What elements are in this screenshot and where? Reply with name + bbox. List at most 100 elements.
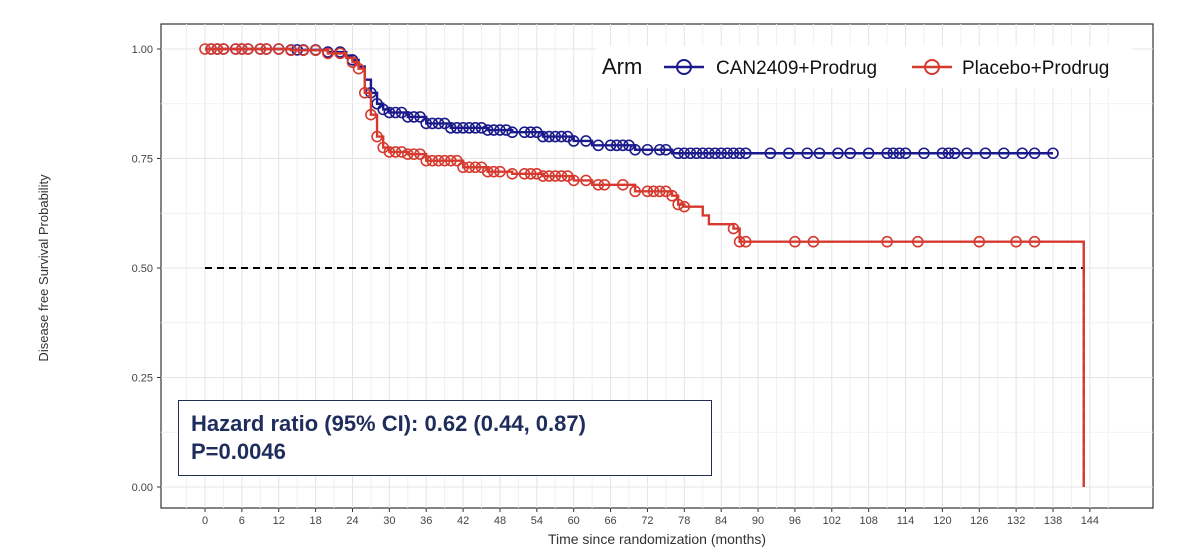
censor-marker-placebo: [672, 198, 684, 211]
censor-marker-can2409: [537, 130, 549, 143]
censor-marker-can2409: [451, 122, 463, 134]
censor-marker-can2409: [549, 130, 562, 143]
censor-marker-can2409: [844, 147, 857, 160]
legend-label-can2409: CAN2409+Prodrug: [716, 58, 877, 79]
censor-marker-placebo: [211, 43, 224, 55]
y-tick-label: 1.00: [132, 44, 153, 56]
censor-marker-can2409: [942, 147, 955, 160]
censor-marker-can2409: [721, 147, 734, 160]
censor-marker-can2409: [660, 143, 672, 156]
censor-marker-placebo: [481, 165, 494, 178]
legend-swatch-can2409-marker: [676, 59, 692, 75]
x-tick-label: 0: [202, 515, 208, 527]
censor-marker-can2409: [881, 147, 893, 160]
censor-marker-placebo: [647, 185, 660, 198]
censor-marker-placebo: [457, 161, 469, 174]
censor-marker-can2409: [592, 139, 605, 152]
axes: 0 6 12 18 24 30 36 42 48 54 60 66 72 78 84 90 96 102 108 11…: [132, 44, 1099, 527]
censor-marker-placebo: [297, 44, 310, 57]
censor-marker-can2409: [444, 122, 457, 134]
censor-marker-placebo: [272, 43, 285, 55]
censor-marker-can2409: [813, 147, 826, 160]
censor-marker-placebo: [469, 161, 482, 174]
legend-title: Arm: [602, 54, 642, 79]
censor-marker-placebo: [309, 44, 322, 57]
censor-marker-can2409: [604, 139, 617, 152]
censor-marker-can2409: [801, 147, 814, 160]
censor-marker-can2409: [518, 126, 531, 139]
censor-marker-can2409: [782, 147, 795, 160]
y-tick-label: 0.25: [132, 373, 153, 385]
x-tick-label: 30: [383, 515, 395, 527]
censor-marker-placebo: [352, 62, 365, 75]
censor-marker-placebo: [371, 130, 383, 143]
censor-marker-can2409: [543, 130, 555, 143]
censor-marker-can2409: [979, 147, 992, 160]
censor-marker-can2409: [739, 147, 752, 160]
censor-marker-can2409: [414, 111, 426, 123]
censor-marker-can2409: [1047, 147, 1059, 160]
censor-marker-placebo: [383, 146, 396, 158]
censor-marker-can2409: [481, 124, 494, 136]
censor-marker-can2409: [629, 143, 641, 156]
censor-marker-can2409: [1016, 147, 1029, 160]
x-tick-label: 24: [346, 515, 358, 527]
censor-marker-can2409: [610, 139, 623, 152]
censor-marker-placebo: [444, 154, 457, 167]
hazard-ratio-box: Hazard ratio (95% CI): 0.62 (0.44, 0.87)…: [178, 400, 712, 476]
censor-marker-placebo: [537, 170, 549, 182]
censor-marker-can2409: [678, 147, 691, 160]
p-value-text: P=0.0046: [191, 439, 286, 464]
censor-marker-placebo: [881, 235, 893, 248]
censor-marker-can2409: [555, 130, 568, 143]
x-tick-label: 120: [933, 515, 951, 527]
censor-marker-placebo: [733, 235, 746, 248]
censor-marker-can2409: [469, 122, 482, 134]
x-tick-label: 48: [494, 515, 506, 527]
censor-marker-placebo: [199, 43, 211, 55]
censor-marker-can2409: [488, 124, 500, 136]
x-axis-label: Time since randomization (months): [548, 531, 766, 547]
censor-marker-placebo: [242, 43, 254, 55]
legend: Arm CAN2409+Prodrug Placebo+Prodrug: [596, 46, 1132, 88]
censor-marker-can2409: [494, 124, 506, 136]
censor-marker-can2409: [832, 147, 844, 160]
x-tick-label: 12: [273, 515, 285, 527]
censor-marker-can2409: [862, 147, 875, 160]
censor-marker-can2409: [420, 117, 433, 130]
censor-marker-can2409: [524, 126, 537, 139]
censor-marker-can2409: [709, 147, 721, 160]
censor-marker-can2409: [918, 147, 930, 160]
censor-marker-placebo: [414, 148, 426, 160]
censor-marker-placebo: [506, 168, 519, 180]
censor-marker-placebo: [494, 165, 506, 178]
x-tick-label: 66: [604, 515, 616, 527]
censor-marker-placebo: [426, 154, 439, 167]
censor-marker-can2409: [727, 147, 740, 160]
censor-marker-can2409: [893, 147, 906, 160]
censor-marker-placebo: [678, 200, 691, 213]
censor-marker-can2409: [383, 106, 396, 119]
censor-marker-can2409: [715, 147, 727, 160]
y-tick-label: 0.50: [132, 263, 153, 275]
x-tick-label: 108: [859, 515, 877, 527]
censor-marker-can2409: [617, 139, 629, 152]
censor-marker-placebo: [217, 43, 230, 55]
x-tick-label: 42: [457, 515, 469, 527]
censor-marker-placebo: [549, 170, 562, 182]
censor-marker-can2409: [389, 106, 402, 119]
censor-marker-can2409: [961, 147, 973, 160]
censor-marker-can2409: [887, 147, 900, 160]
censor-marker-placebo: [641, 185, 654, 198]
censor-marker-placebo: [543, 170, 555, 182]
censor-marker-placebo: [408, 148, 420, 160]
censor-marker-placebo: [322, 47, 334, 60]
x-tick-label: 96: [789, 515, 801, 527]
censor-marker-placebo: [285, 44, 297, 57]
censor-marker-placebo: [346, 56, 359, 68]
y-axis-label: Disease free Survival Probability: [36, 174, 51, 362]
x-tick-label: 126: [970, 515, 988, 527]
censor-marker-placebo: [629, 185, 641, 198]
censor-marker-can2409: [401, 111, 414, 123]
x-tick-label: 132: [1007, 515, 1025, 527]
